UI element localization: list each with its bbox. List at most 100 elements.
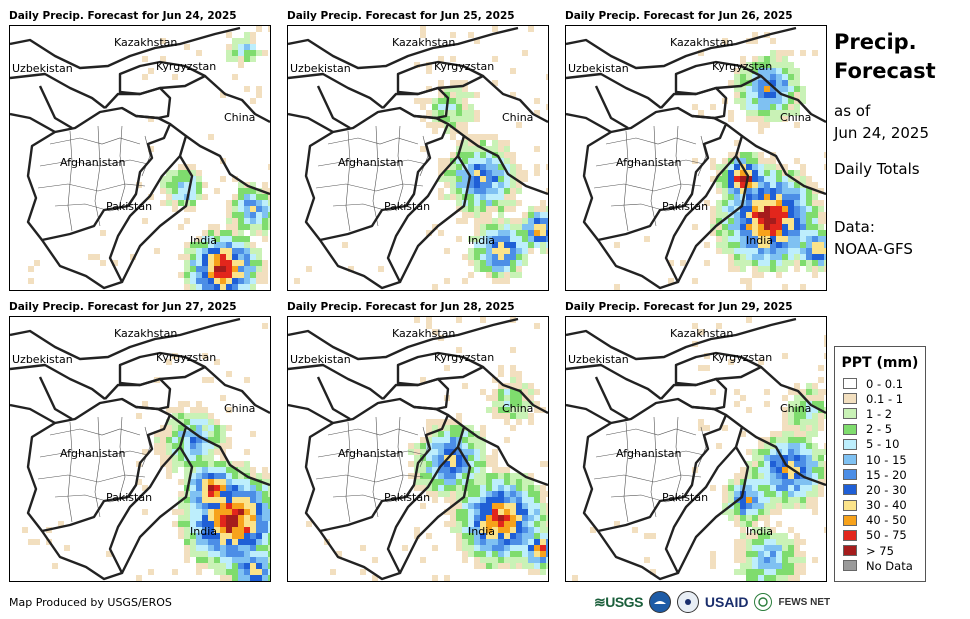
label-china: China [780,111,811,124]
precip-map: Kazakhstan Uzbekistan Kyrgyzstan China A… [565,25,827,291]
label-china: China [224,402,255,415]
noaa-logo-icon [648,591,671,613]
province-boundaries [315,416,429,523]
label-india: India [468,234,495,247]
legend-swatch [843,438,857,450]
legend-swatch [843,529,857,541]
legend-label: 5 - 10 [866,437,900,452]
legend-item: 1 - 2 [835,406,925,421]
precip-map: Kazakhstan Uzbekistan Kyrgyzstan China A… [9,316,271,582]
label-afghanistan: Afghanistan [338,156,404,169]
legend-label: 2 - 5 [866,422,893,437]
legend-label: > 75 [866,543,894,558]
label-kyrgyzstan: Kyrgyzstan [434,351,494,364]
label-uzbekistan: Uzbekistan [568,62,629,75]
legend-label: 40 - 50 [866,513,907,528]
data-source-value: NOAA-GFS [834,240,913,258]
precip-map: Kazakhstan Uzbekistan Kyrgyzstan China A… [287,316,549,582]
legend-label: 30 - 40 [866,498,907,513]
label-kyrgyzstan: Kyrgyzstan [156,351,216,364]
country-borders [566,26,826,290]
label-india: India [468,525,495,538]
map-canvas: Kazakhstan Uzbekistan Kyrgyzstan China A… [566,26,826,290]
legend-item: 10 - 15 [835,452,925,467]
panel-title: Daily Precip. Forecast for Jun 29, 2025 [565,301,793,313]
country-borders [10,26,270,290]
label-india: India [746,525,773,538]
legend-label: 0.1 - 1 [866,391,904,406]
legend-swatch [843,378,857,390]
label-uzbekistan: Uzbekistan [568,353,629,366]
label-india: India [190,525,217,538]
label-kyrgyzstan: Kyrgyzstan [156,60,216,73]
asof-line2: Jun 24, 2025 [834,124,930,142]
label-pakistan: Pakistan [384,491,430,504]
state-dept-seal-icon [676,591,699,613]
side-title-line2: Forecast [834,59,936,83]
label-kyrgyzstan: Kyrgyzstan [434,60,494,73]
legend-item: 0 - 0.1 [835,376,925,391]
legend-swatch [843,469,857,481]
legend-item: 40 - 50 [835,513,925,528]
logo-strip: ≋USGS USAID FEWS NET [594,590,830,614]
province-boundaries [315,125,429,232]
label-afghanistan: Afghanistan [338,447,404,460]
legend-label: No Data [866,558,913,573]
legend-swatch [843,560,857,572]
legend-label: 0 - 0.1 [866,376,904,391]
label-kazakhstan: Kazakhstan [392,36,455,49]
panel-title: Daily Precip. Forecast for Jun 28, 2025 [287,301,515,313]
legend-item: > 75 [835,543,925,558]
label-china: China [780,402,811,415]
usaid-logo: USAID [704,594,749,610]
label-china: China [502,402,533,415]
legend-item: 15 - 20 [835,467,925,482]
legend-swatch [843,514,857,526]
map-canvas: Kazakhstan Uzbekistan Kyrgyzstan China A… [10,26,270,290]
label-pakistan: Pakistan [106,200,152,213]
side-title: Precip. Forecast [834,28,964,86]
legend-item: 30 - 40 [835,498,925,513]
label-uzbekistan: Uzbekistan [290,62,351,75]
label-india: India [746,234,773,247]
side-info: Precip. Forecast as of Jun 24, 2025 Dail… [834,28,964,260]
country-borders [288,26,548,290]
totals-text: Daily Totals [834,160,920,178]
legend-swatch [843,484,857,496]
label-afghanistan: Afghanistan [616,447,682,460]
usgs-logo: ≋USGS [594,593,643,610]
legend-item: 50 - 75 [835,528,925,543]
legend-title: PPT (mm) [841,355,919,371]
legend-label: 15 - 20 [866,467,907,482]
map-canvas: Kazakhstan Uzbekistan Kyrgyzstan China A… [288,317,548,581]
data-source-label: Data: [834,218,875,236]
label-afghanistan: Afghanistan [60,447,126,460]
label-afghanistan: Afghanistan [60,156,126,169]
province-boundaries [37,125,151,232]
label-pakistan: Pakistan [106,491,152,504]
asof-text: as of Jun 24, 2025 [834,100,964,144]
label-kyrgyzstan: Kyrgyzstan [712,351,772,364]
legend-swatch [843,393,857,405]
legend-swatch [843,545,857,557]
precip-map: Kazakhstan Uzbekistan Kyrgyzstan China A… [287,25,549,291]
label-afghanistan: Afghanistan [616,156,682,169]
data-source: Data: NOAA-GFS [834,216,964,260]
legend-item: 20 - 30 [835,482,925,497]
label-india: India [190,234,217,247]
label-pakistan: Pakistan [384,200,430,213]
panel-title: Daily Precip. Forecast for Jun 24, 2025 [9,10,237,22]
legend-label: 1 - 2 [866,406,893,421]
panel-title: Daily Precip. Forecast for Jun 26, 2025 [565,10,793,22]
legend-label: 50 - 75 [866,528,907,543]
precip-cells [22,323,270,581]
country-borders [288,317,548,581]
side-title-line1: Precip. [834,30,917,54]
asof-line1: as of [834,102,871,120]
fews-net-logo: FEWS NET [778,596,831,608]
panel-title: Daily Precip. Forecast for Jun 25, 2025 [287,10,515,22]
label-kyrgyzstan: Kyrgyzstan [712,60,772,73]
map-canvas: Kazakhstan Uzbekistan Kyrgyzstan China A… [566,317,826,581]
province-boundaries [37,416,151,523]
legend-swatch [843,408,857,420]
